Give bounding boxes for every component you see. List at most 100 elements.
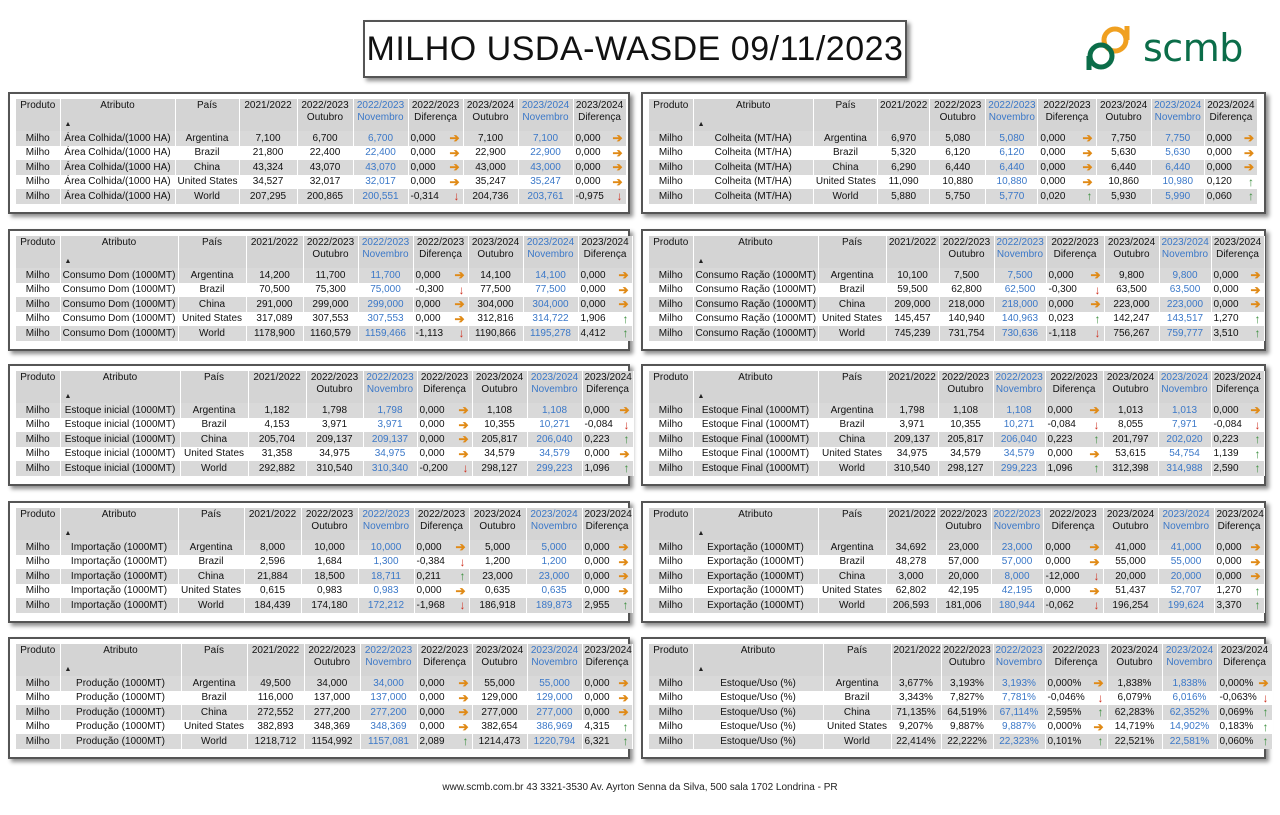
header-2021-2022[interactable]: 2021/2022 (246, 236, 304, 268)
header-2022-2023-outubro[interactable]: 2022/2023 Outubro (929, 99, 987, 131)
header-2023-2024-outubro[interactable]: 2023/2024 Outubro (472, 371, 528, 403)
header-2022-2023-novembro[interactable]: 2022/2023 Novembro (363, 371, 418, 403)
header-pais[interactable]: País (818, 236, 887, 268)
sort-ascending-icon[interactable]: ▲ (697, 666, 705, 673)
header-atributo[interactable]: Atributo ▲ (60, 508, 179, 540)
header-atributo[interactable]: Atributo ▲ (693, 371, 819, 403)
header-2023-2024-diferenca[interactable]: 2023/2024 Diferença (1217, 644, 1273, 676)
header-produto[interactable]: Produto (16, 99, 61, 131)
header-2023-2024-novembro[interactable]: 2023/2024 Novembro (1162, 644, 1218, 676)
header-2021-2022[interactable]: 2021/2022 (877, 99, 931, 131)
header-produto[interactable]: Produto (649, 508, 694, 540)
header-produto[interactable]: Produto (16, 644, 61, 676)
header-2022-2023-diferenca[interactable]: 2022/2023 Diferença (1043, 508, 1104, 540)
header-2023-2024-novembro[interactable]: 2023/2024 Novembro (1151, 99, 1205, 131)
header-atributo[interactable]: Atributo ▲ (60, 99, 176, 131)
header-2023-2024-novembro[interactable]: 2023/2024 Novembro (1158, 371, 1212, 403)
header-2023-2024-diferenca[interactable]: 2023/2024 Diferença (582, 508, 633, 540)
header-produto[interactable]: Produto (649, 644, 694, 676)
sort-ascending-icon[interactable]: ▲ (697, 121, 705, 128)
header-2023-2024-diferenca[interactable]: 2023/2024 Diferença (573, 99, 627, 131)
header-produto[interactable]: Produto (16, 236, 61, 268)
header-2022-2023-outubro[interactable]: 2022/2023 Outubro (303, 236, 359, 268)
header-2023-2024-novembro[interactable]: 2023/2024 Novembro (1159, 236, 1212, 268)
header-2022-2023-outubro[interactable]: 2022/2023 Outubro (297, 99, 354, 131)
header-2023-2024-outubro[interactable]: 2023/2024 Outubro (469, 508, 527, 540)
header-pais[interactable]: País (181, 644, 248, 676)
header-2023-2024-diferenca[interactable]: 2023/2024 Diferença (578, 236, 633, 268)
header-2023-2024-novembro[interactable]: 2023/2024 Novembro (527, 644, 583, 676)
header-atributo[interactable]: Atributo ▲ (693, 99, 814, 131)
header-2023-2024-diferenca[interactable]: 2023/2024 Diferença (1204, 99, 1259, 131)
header-2023-2024-diferenca[interactable]: 2023/2024 Diferença (582, 371, 634, 403)
header-2022-2023-diferenca[interactable]: 2022/2023 Diferença (413, 236, 469, 268)
header-2023-2024-novembro[interactable]: 2023/2024 Novembro (526, 508, 583, 540)
header-2022-2023-novembro[interactable]: 2022/2023 Novembro (358, 236, 414, 268)
header-2021-2022[interactable]: 2021/2022 (239, 99, 298, 131)
header-2023-2024-diferenca[interactable]: 2023/2024 Diferença (1214, 508, 1265, 540)
header-2023-2024-outubro[interactable]: 2023/2024 Outubro (1107, 644, 1163, 676)
sort-ascending-icon[interactable]: ▲ (64, 258, 72, 265)
header-pais[interactable]: País (813, 99, 879, 131)
header-2023-2024-outubro[interactable]: 2023/2024 Outubro (1103, 508, 1159, 540)
header-atributo[interactable]: Atributo ▲ (60, 644, 182, 676)
sort-ascending-icon[interactable]: ▲ (64, 666, 72, 673)
header-2023-2024-novembro[interactable]: 2023/2024 Novembro (523, 236, 579, 268)
header-produto[interactable]: Produto (649, 236, 694, 268)
header-pais[interactable]: País (818, 508, 887, 540)
header-atributo[interactable]: Atributo ▲ (60, 371, 181, 403)
header-2022-2023-diferenca[interactable]: 2022/2023 Diferença (1045, 371, 1104, 403)
header-2022-2023-novembro[interactable]: 2022/2023 Novembro (358, 508, 415, 540)
header-2022-2023-outubro[interactable]: 2022/2023 Outubro (938, 371, 994, 403)
header-2022-2023-diferenca[interactable]: 2022/2023 Diferença (1037, 99, 1097, 131)
header-atributo[interactable]: Atributo ▲ (60, 236, 179, 268)
header-2022-2023-outubro[interactable]: 2022/2023 Outubro (936, 508, 992, 540)
header-atributo[interactable]: Atributo ▲ (693, 508, 819, 540)
header-2022-2023-diferenca[interactable]: 2022/2023 Diferença (417, 644, 473, 676)
header-2022-2023-outubro[interactable]: 2022/2023 Outubro (939, 236, 995, 268)
header-2023-2024-outubro[interactable]: 2023/2024 Outubro (1103, 371, 1159, 403)
header-2023-2024-novembro[interactable]: 2023/2024 Novembro (1158, 508, 1215, 540)
header-2023-2024-outubro[interactable]: 2023/2024 Outubro (1104, 236, 1160, 268)
sort-ascending-icon[interactable]: ▲ (64, 393, 72, 400)
sort-ascending-icon[interactable]: ▲ (697, 530, 705, 537)
sort-ascending-icon[interactable]: ▲ (697, 393, 705, 400)
header-atributo[interactable]: Atributo ▲ (693, 236, 819, 268)
header-2023-2024-diferenca[interactable]: 2023/2024 Diferença (582, 644, 633, 676)
header-2022-2023-novembro[interactable]: 2022/2023 Novembro (993, 371, 1046, 403)
header-2022-2023-diferenca[interactable]: 2022/2023 Diferença (408, 99, 464, 131)
header-2023-2024-diferenca[interactable]: 2023/2024 Diferença (1211, 371, 1265, 403)
header-2022-2023-diferenca[interactable]: 2022/2023 Diferença (1046, 236, 1105, 268)
header-2022-2023-outubro[interactable]: 2022/2023 Outubro (304, 644, 361, 676)
header-pais[interactable]: País (180, 371, 249, 403)
header-2023-2024-outubro[interactable]: 2023/2024 Outubro (463, 99, 519, 131)
header-2021-2022[interactable]: 2021/2022 (886, 508, 937, 540)
header-2021-2022[interactable]: 2021/2022 (244, 508, 302, 540)
header-2023-2024-diferenca[interactable]: 2023/2024 Diferença (1211, 236, 1265, 268)
header-2023-2024-outubro[interactable]: 2023/2024 Outubro (1096, 99, 1152, 131)
header-2021-2022[interactable]: 2021/2022 (891, 644, 942, 676)
header-2022-2023-novembro[interactable]: 2022/2023 Novembro (994, 236, 1047, 268)
header-pais[interactable]: País (178, 236, 247, 268)
header-2021-2022[interactable]: 2021/2022 (247, 644, 305, 676)
header-2021-2022[interactable]: 2021/2022 (886, 371, 939, 403)
header-2022-2023-outubro[interactable]: 2022/2023 Outubro (306, 371, 364, 403)
header-2021-2022[interactable]: 2021/2022 (886, 236, 940, 268)
header-2023-2024-outubro[interactable]: 2023/2024 Outubro (472, 644, 528, 676)
header-2023-2024-novembro[interactable]: 2023/2024 Novembro (518, 99, 574, 131)
sort-ascending-icon[interactable]: ▲ (64, 121, 72, 128)
header-2022-2023-diferenca[interactable]: 2022/2023 Diferença (1045, 644, 1108, 676)
header-2023-2024-outubro[interactable]: 2023/2024 Outubro (468, 236, 524, 268)
header-2022-2023-diferenca[interactable]: 2022/2023 Diferença (417, 371, 473, 403)
header-2022-2023-novembro[interactable]: 2022/2023 Novembro (360, 644, 418, 676)
header-atributo[interactable]: Atributo ▲ (693, 644, 824, 676)
header-produto[interactable]: Produto (649, 99, 694, 131)
sort-ascending-icon[interactable]: ▲ (64, 530, 72, 537)
header-pais[interactable]: País (823, 644, 892, 676)
header-produto[interactable]: Produto (16, 508, 61, 540)
header-pais[interactable]: País (818, 371, 887, 403)
header-2021-2022[interactable]: 2021/2022 (248, 371, 307, 403)
header-produto[interactable]: Produto (649, 371, 694, 403)
header-produto[interactable]: Produto (16, 371, 61, 403)
sort-ascending-icon[interactable]: ▲ (697, 258, 705, 265)
